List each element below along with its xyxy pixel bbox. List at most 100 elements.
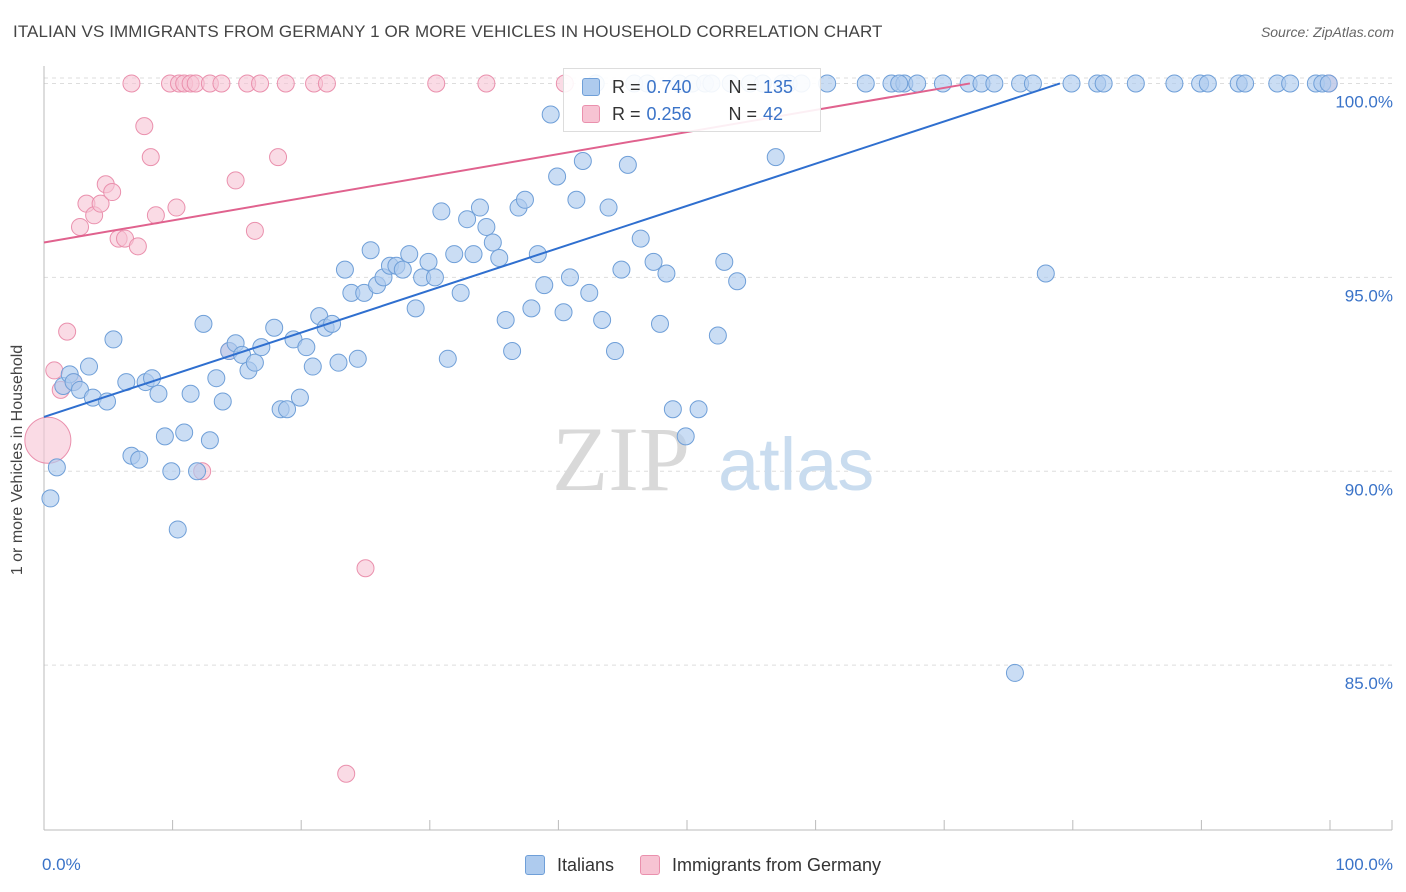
point-germany <box>103 183 122 202</box>
point-italians <box>175 423 194 442</box>
germany-legend-swatch <box>640 855 660 875</box>
point-italians <box>1036 264 1055 283</box>
point-italians <box>297 338 316 357</box>
point-italians <box>213 392 232 411</box>
point-italians <box>80 357 99 376</box>
point-italians <box>644 252 663 271</box>
point-italians <box>657 264 676 283</box>
point-italians <box>676 427 695 446</box>
point-italians <box>245 353 264 372</box>
y-axis-label: 1 or more Vehicles in Household <box>9 344 26 576</box>
point-italians <box>265 318 284 337</box>
point-italians <box>1319 74 1338 93</box>
italians-swatch <box>582 78 600 96</box>
point-italians <box>361 241 380 260</box>
point-italians <box>515 190 534 209</box>
point-italians <box>1236 74 1255 93</box>
point-italians <box>451 283 470 302</box>
n-label: N = <box>728 103 758 124</box>
point-italians <box>207 369 226 388</box>
point-germany <box>337 764 356 783</box>
point-italians <box>130 450 149 469</box>
point-italians <box>560 268 579 287</box>
point-italians <box>908 74 927 93</box>
point-germany <box>71 217 90 236</box>
point-italians <box>149 384 168 403</box>
chart-title: ITALIAN VS IMMIGRANTS FROM GERMANY 1 OR … <box>13 22 883 41</box>
point-germany <box>135 117 154 136</box>
point-italians <box>168 520 187 539</box>
r-label: R = <box>612 76 641 97</box>
point-italians <box>985 74 1004 93</box>
point-italians <box>188 462 207 481</box>
point-italians <box>425 268 444 287</box>
point-italians <box>890 74 909 93</box>
point-italians <box>400 245 419 264</box>
stats-row-italians: R = 0.740 N = 135 <box>582 75 793 99</box>
legend-item-germany[interactable]: Immigrants from Germany <box>640 855 881 876</box>
point-italians <box>252 338 271 357</box>
trend-lines <box>43 82 1061 418</box>
point-italians <box>393 260 412 279</box>
point-italians <box>1126 74 1145 93</box>
point-italians <box>496 311 515 330</box>
point-italians <box>1165 74 1184 93</box>
point-italians <box>548 167 567 186</box>
n-value: 42 <box>763 103 784 124</box>
point-italians <box>290 388 309 407</box>
n-value: 135 <box>763 76 794 97</box>
point-germany <box>276 74 295 93</box>
germany-swatch <box>582 105 600 123</box>
point-italians <box>818 74 837 93</box>
point-germany <box>427 74 446 93</box>
point-italians <box>477 217 496 236</box>
point-italians <box>605 342 624 361</box>
stats-legend: R = 0.740 N = 135 R = 0.256 N = 42 <box>563 68 821 132</box>
point-italians <box>708 326 727 345</box>
y-tick-label: 90.0% <box>1345 480 1393 499</box>
point-germany <box>91 194 110 213</box>
point-germany <box>477 74 496 93</box>
point-germany <box>24 416 72 464</box>
point-germany <box>317 74 336 93</box>
point-italians <box>348 349 367 368</box>
point-italians <box>458 210 477 229</box>
italians-legend-swatch <box>524 855 545 875</box>
point-italians <box>580 283 599 302</box>
point-italians <box>856 74 875 93</box>
point-germany <box>141 148 160 167</box>
y-tick-label: 85.0% <box>1345 674 1393 693</box>
point-italians <box>766 148 785 167</box>
point-italians <box>438 349 457 368</box>
point-italians <box>490 248 509 267</box>
point-italians <box>483 233 502 252</box>
x-tick-label: 0.0% <box>42 855 81 874</box>
point-italians <box>155 427 174 446</box>
r-label: R = <box>612 103 641 124</box>
point-italians <box>329 353 348 372</box>
point-italians <box>612 260 631 279</box>
point-italians <box>47 458 66 477</box>
point-italians <box>278 400 297 419</box>
point-germany <box>226 171 245 190</box>
r-value: 0.740 <box>646 76 692 97</box>
tick-labels: 85.0% 90.0% 95.0% 100.0% 0.0% 100.0% <box>42 92 1393 874</box>
point-italians <box>303 357 322 376</box>
watermark-zip: ZIP <box>552 408 690 510</box>
point-italians <box>162 462 181 481</box>
source-credit: Source: ZipAtlas.com <box>1260 24 1394 40</box>
point-italians <box>104 330 123 349</box>
y-tick-label: 100.0% <box>1335 92 1393 111</box>
point-italians <box>541 105 560 124</box>
legend-label-germany: Immigrants from Germany <box>672 854 882 875</box>
point-germany <box>269 148 288 167</box>
point-italians <box>689 400 708 419</box>
point-italians <box>432 202 451 221</box>
watermark: ZIP atlas <box>552 408 874 510</box>
point-italians <box>419 252 438 271</box>
point-italians <box>503 342 522 361</box>
point-italians <box>41 489 60 508</box>
series-immigrants-from-germany <box>24 74 1338 783</box>
legend-item-italians[interactable]: Italians <box>524 855 614 876</box>
